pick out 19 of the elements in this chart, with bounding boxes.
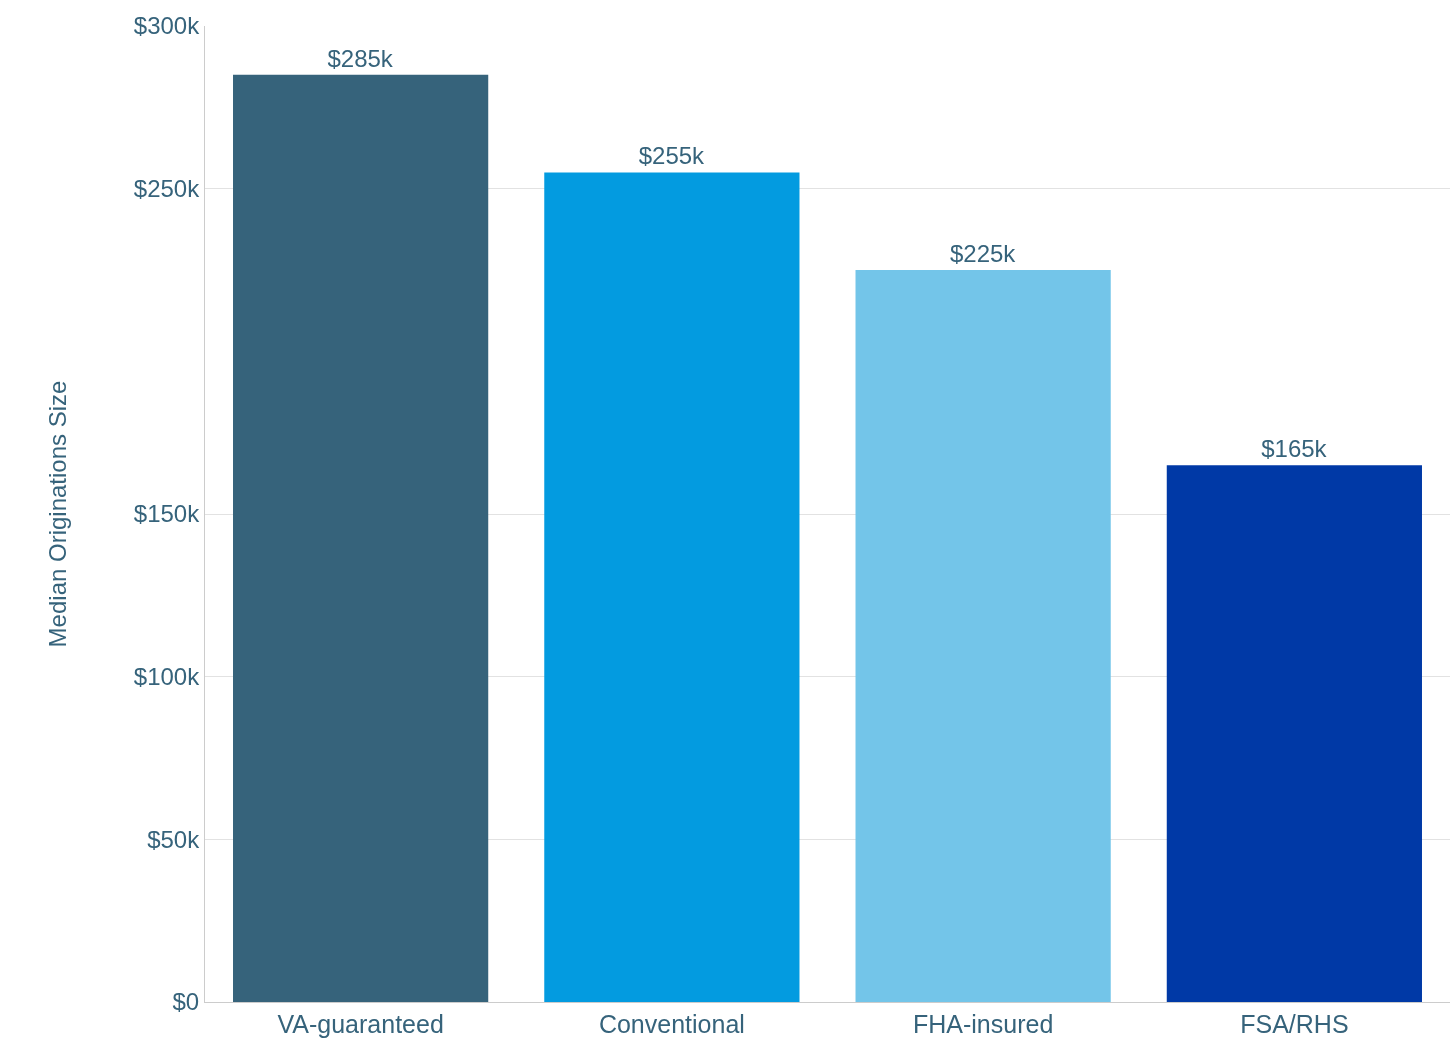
y-tick-label: $250k <box>133 175 201 203</box>
data-label: $165k <box>1261 435 1328 463</box>
x-tick-label: FHA-insured <box>912 1010 1054 1038</box>
bar <box>233 74 489 1002</box>
data-label: $225k <box>949 240 1017 267</box>
y-tick-label: $300k <box>133 12 201 40</box>
bar <box>544 172 800 1002</box>
y-tick-label: $100k <box>133 663 201 691</box>
y-axis-title: Median Originations Size <box>43 380 71 648</box>
y-tick-label: $150k <box>133 500 201 528</box>
y-tick-label: $50k <box>147 825 201 853</box>
y-tick-label: $0 <box>172 988 200 1016</box>
bar <box>855 270 1111 1002</box>
bar <box>1166 465 1422 1002</box>
data-label: $285k <box>327 44 394 72</box>
x-tick-label: VA-guaranteed <box>277 1010 444 1038</box>
x-tick-label: Conventional <box>598 1010 745 1038</box>
data-label: $255k <box>638 142 706 170</box>
x-tick-label: FSA/RHS <box>1240 1010 1349 1038</box>
